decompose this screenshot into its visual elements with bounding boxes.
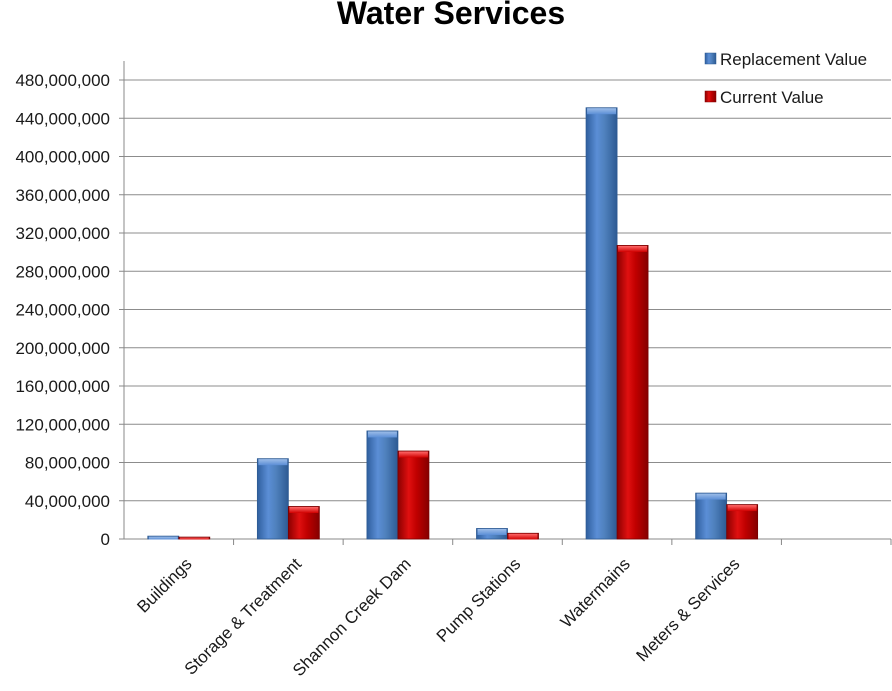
legend-label-current-value: Current Value: [720, 88, 824, 107]
y-tick-label: 160,000,000: [15, 377, 110, 396]
bar-replacement-value: [256, 458, 289, 540]
bar-current-value: [397, 450, 430, 540]
bar-bevel: [398, 451, 428, 458]
bar-replacement-value: [476, 528, 508, 540]
bar-replacement-value: [147, 535, 180, 540]
bar-current-value: [287, 506, 320, 540]
y-tick-label: 200,000,000: [15, 339, 110, 358]
bar-body: [256, 458, 289, 540]
y-tick-label: 0: [101, 530, 110, 549]
bar-replacement-value: [695, 492, 728, 540]
bar-bevel: [289, 506, 319, 513]
bar-bevel: [727, 505, 757, 512]
bar-bevel: [696, 493, 726, 500]
y-tick-label: 80,000,000: [25, 454, 110, 473]
y-tick-label: 480,000,000: [15, 71, 110, 90]
category-label: Meters & Services: [632, 554, 743, 665]
bar-body: [695, 492, 728, 540]
bar-body: [616, 245, 649, 540]
bar-body: [366, 430, 399, 540]
y-tick-label: 280,000,000: [15, 262, 110, 281]
bar-replacement-value: [366, 430, 399, 540]
axes: [123, 61, 891, 540]
bar-bevel: [258, 459, 288, 466]
category-label: Buildings: [133, 554, 195, 616]
y-tick-label: 440,000,000: [15, 109, 110, 128]
y-tick-label: 320,000,000: [15, 224, 110, 243]
category-label: Shannon Creek Dam: [289, 554, 415, 680]
y-tick-label: 120,000,000: [15, 415, 110, 434]
y-tick-labels: 0 40,000,000 80,000,000 120,000,000 160,000,…: [15, 71, 110, 549]
y-tick-label: 40,000,000: [25, 492, 110, 511]
legend-label-replacement-value: Replacement Value: [720, 50, 867, 69]
bar-bevel: [477, 528, 507, 535]
bar-current-value: [178, 536, 211, 540]
bar-bevel: [587, 108, 617, 115]
bar-current-value: [616, 245, 649, 540]
chart-title: Water Services: [337, 0, 565, 31]
bar-bevel: [148, 536, 178, 540]
bar-body: [397, 450, 430, 540]
bar-current-value: [507, 532, 539, 540]
bar-replacement-value: [585, 107, 618, 540]
legend: Replacement Value Current Value: [704, 50, 867, 107]
bar-body: [585, 107, 618, 540]
bars: [147, 107, 892, 545]
legend-swatch-replacement-value: [704, 52, 717, 65]
y-tick-label: 360,000,000: [15, 186, 110, 205]
bar-bevel: [508, 533, 538, 540]
bar-bevel: [367, 431, 397, 438]
bar-current-value: [726, 504, 759, 540]
bar-bevel: [179, 537, 209, 540]
gridlines: [119, 79, 891, 540]
category-label: Pump Stations: [433, 554, 525, 646]
bar-bevel: [618, 245, 648, 252]
y-tick-label: 240,000,000: [15, 301, 110, 320]
y-tick-label: 400,000,000: [15, 148, 110, 167]
category-label: Storage & Treatment: [181, 554, 306, 679]
legend-swatch-current-value: [704, 90, 717, 103]
category-label: Watermains: [557, 554, 634, 631]
